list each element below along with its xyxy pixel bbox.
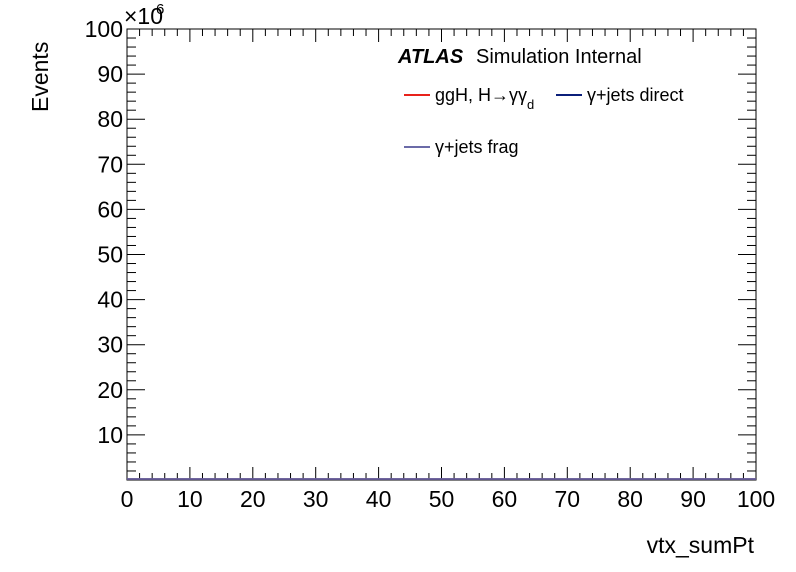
x-tick-label: 80: [617, 486, 643, 512]
legend: ggH, H→γγd γ+jets direct γ+jets frag: [404, 85, 684, 157]
y-tick-label: 30: [97, 332, 123, 358]
atlas-status: Simulation Internal: [476, 46, 642, 68]
y-tick-label: 10: [97, 422, 123, 448]
x-axis-label: vtx_sumPt: [647, 532, 755, 558]
atlas-annotation: ATLAS Simulation Internal: [397, 46, 642, 68]
y-tick-label: 40: [97, 287, 123, 313]
axis-ticks: [126, 28, 757, 481]
y-tick-label: 80: [97, 106, 123, 132]
x-tick-label: 30: [303, 486, 329, 512]
x-tick-label: 40: [366, 486, 392, 512]
y-tick-label: 100: [85, 16, 123, 42]
y-tick-label: 90: [97, 61, 123, 87]
x-tick-label: 100: [737, 486, 775, 512]
y-tick-label: 50: [97, 242, 123, 268]
legend-label: γ+jets direct: [587, 85, 684, 105]
x-tick-label: 90: [680, 486, 706, 512]
y-tick-label: 70: [97, 151, 123, 177]
x-tick-label: 50: [429, 486, 455, 512]
legend-label: γ+jets frag: [435, 137, 519, 157]
y-tick-label: 20: [97, 377, 123, 403]
y-exponent-power: 6: [156, 1, 164, 18]
y-tick-labels: 10 20 30 40 50 60 70 80 90 100: [85, 16, 123, 448]
y-axis-label: Events: [27, 42, 53, 112]
y-exponent: ×10: [124, 3, 163, 29]
x-tick-label: 20: [240, 486, 266, 512]
legend-label: ggH, H→γγd: [435, 85, 534, 112]
x-tick-labels: 0 10 20 30 40 50 60 70 80 90 100: [121, 486, 776, 512]
y-tick-label: 60: [97, 196, 123, 222]
atlas-label: ATLAS: [397, 46, 464, 68]
x-tick-label: 70: [555, 486, 581, 512]
x-tick-label: 60: [492, 486, 518, 512]
x-tick-label: 10: [177, 486, 203, 512]
x-tick-label: 0: [121, 486, 134, 512]
